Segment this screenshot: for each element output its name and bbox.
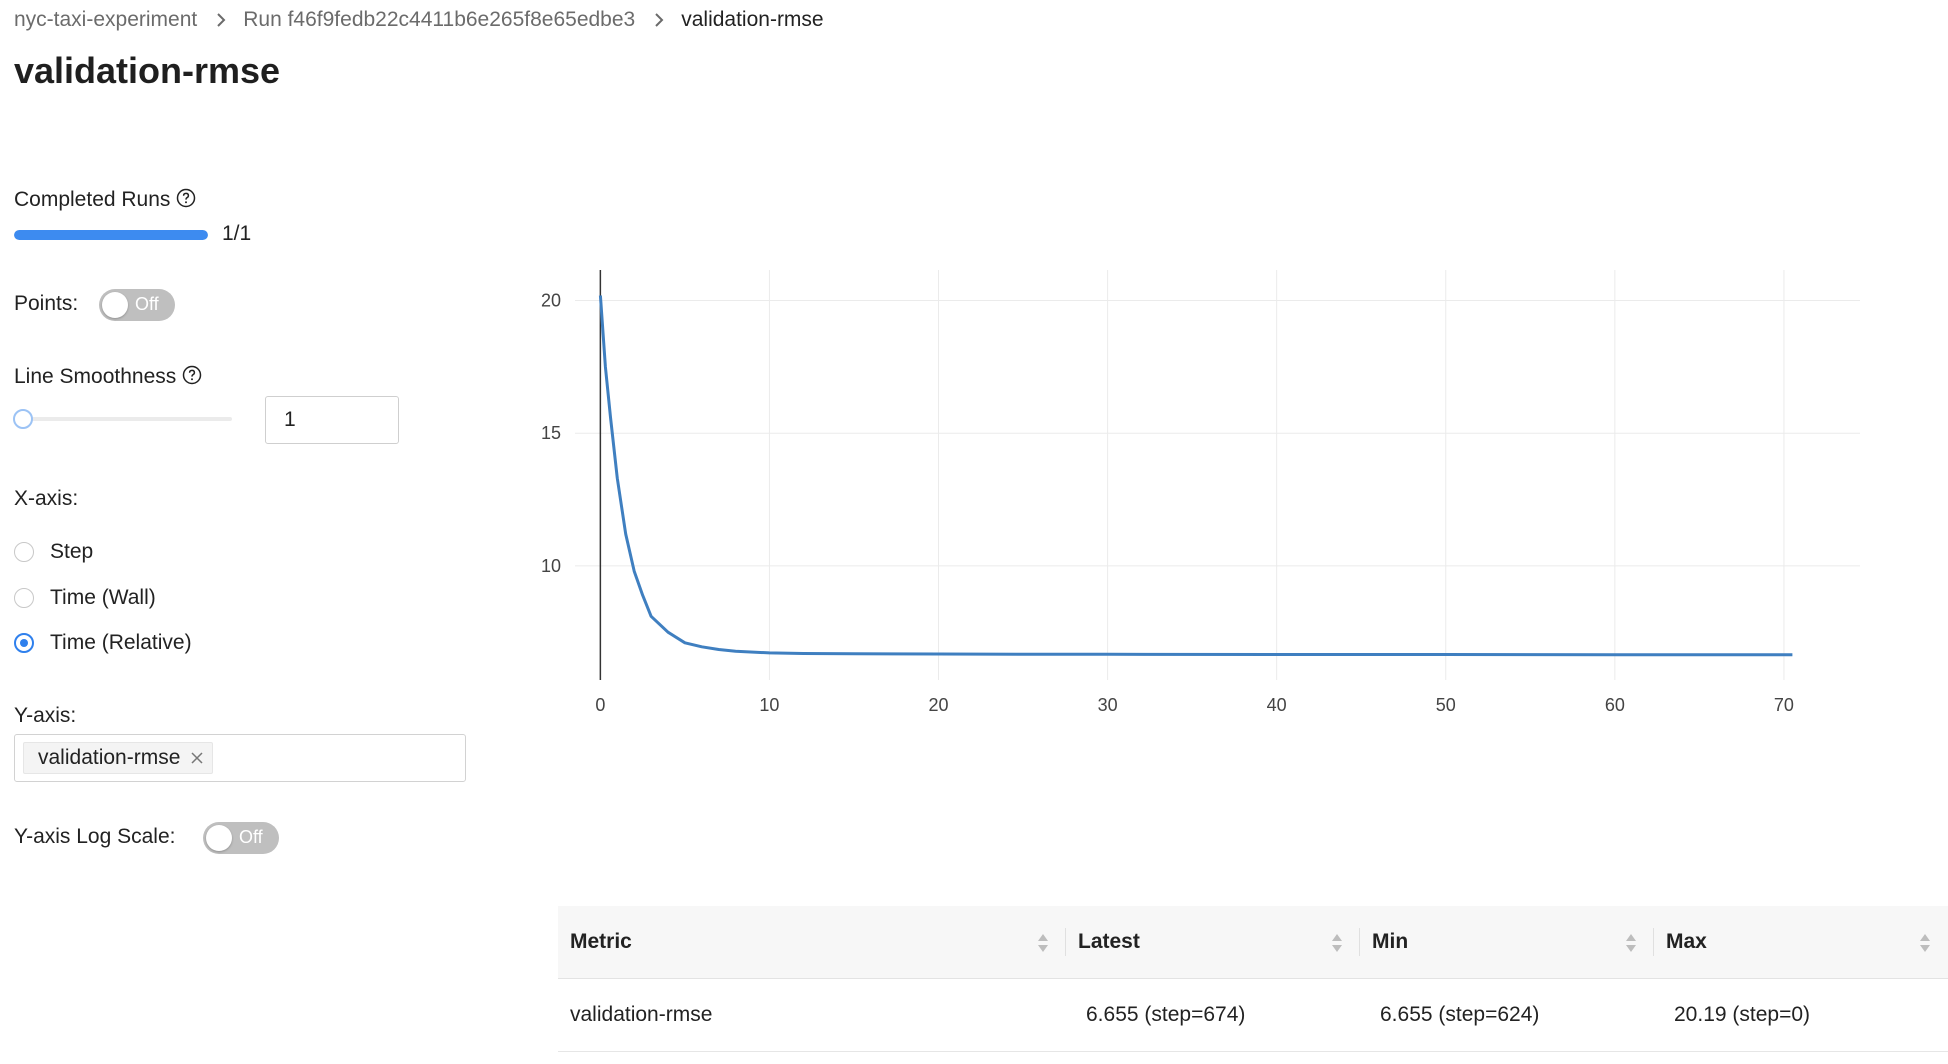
column-header-metric[interactable]: Metric: [558, 906, 1066, 978]
table-cell-metric: validation-rmse: [570, 1003, 713, 1026]
xaxis-option-time-relative[interactable]: Time (Relative): [14, 629, 192, 657]
line-smoothness-label: Line Smoothness: [14, 365, 202, 389]
y-tick-label: 15: [541, 423, 561, 443]
yaxis-metric-select[interactable]: validation-rmse: [14, 734, 466, 782]
table-cell-max: 20.19 (step=0): [1674, 1003, 1811, 1026]
table-cell-latest: 6.655 (step=674): [1086, 1003, 1246, 1026]
sort-icon[interactable]: [1036, 932, 1050, 954]
close-icon[interactable]: [190, 751, 204, 765]
line-smoothness-input[interactable]: [265, 396, 399, 444]
completed-runs-count: 1/1: [222, 222, 252, 245]
x-tick-label: 50: [1436, 695, 1456, 715]
ylog-label: Y-axis Log Scale:: [14, 825, 176, 848]
sort-icon[interactable]: [1330, 932, 1344, 954]
ylog-toggle-state: Off: [239, 827, 263, 847]
chevron-right-icon: [217, 13, 226, 27]
x-tick-label: 10: [759, 695, 779, 715]
line-smoothness-label-text: Line Smoothness: [14, 365, 177, 388]
radio-button[interactable]: [14, 542, 34, 562]
help-circle-icon[interactable]: [182, 365, 202, 385]
toggle-knob: [102, 292, 128, 318]
chevron-right-icon: [655, 13, 664, 27]
table-row: validation-rmse 6.655 (step=674) 6.655 (…: [558, 979, 1948, 1052]
yaxis-metric-tag: validation-rmse: [23, 742, 214, 774]
column-divider: [1653, 928, 1654, 956]
series-line: [598, 295, 1793, 657]
radio-button-selected[interactable]: [14, 633, 34, 653]
column-header-label: Min: [1372, 930, 1409, 953]
help-circle-icon[interactable]: [176, 188, 196, 208]
page-title: validation-rmse: [14, 50, 281, 91]
radio-button[interactable]: [14, 588, 34, 608]
xaxis-option-label: Time (Relative): [50, 631, 192, 654]
breadcrumb-current: validation-rmse: [681, 8, 824, 31]
metrics-table: Metric Latest Min Max validation-rmse 6.…: [558, 906, 1948, 1052]
sort-icon[interactable]: [1624, 932, 1638, 954]
column-header-latest[interactable]: Latest: [1066, 906, 1360, 978]
ylog-toggle[interactable]: Off: [203, 822, 279, 854]
breadcrumb-run-link[interactable]: Run f46f9fedb22c4411b6e265f8e65edbe3: [243, 8, 636, 31]
y-tick-label: 10: [541, 556, 561, 576]
xaxis-option-step[interactable]: Step: [14, 538, 93, 566]
line-smoothness-slider-handle[interactable]: [13, 409, 33, 429]
completed-runs-label: Completed Runs: [14, 188, 196, 212]
column-header-max[interactable]: Max: [1654, 906, 1948, 978]
points-toggle-state: Off: [135, 294, 159, 314]
x-tick-label: 20: [929, 695, 949, 715]
line-smoothness-slider[interactable]: [22, 417, 232, 421]
column-header-min[interactable]: Min: [1360, 906, 1654, 978]
xaxis-option-time-wall[interactable]: Time (Wall): [14, 584, 156, 612]
x-tick-label: 40: [1267, 695, 1287, 715]
points-toggle[interactable]: Off: [99, 289, 175, 321]
x-tick-label: 60: [1605, 695, 1625, 715]
sort-icon[interactable]: [1918, 932, 1932, 954]
xaxis-label: X-axis:: [14, 487, 79, 510]
metric-line-chart: 0 10 20 30 40 50 60 70 10 15 20: [541, 270, 1860, 715]
x-tick-label: 0: [595, 695, 605, 715]
xaxis-option-label: Time (Wall): [50, 586, 156, 609]
x-tick-label: 70: [1774, 695, 1794, 715]
yaxis-label: Y-axis:: [14, 704, 77, 727]
breadcrumb: nyc-taxi-experiment Run f46f9fedb22c4411…: [14, 8, 824, 32]
column-header-label: Latest: [1078, 930, 1140, 953]
toggle-knob: [206, 825, 232, 851]
points-label: Points:: [14, 292, 79, 315]
column-divider: [1359, 928, 1360, 956]
y-tick-label: 20: [541, 291, 561, 311]
yaxis-metric-tag-label: validation-rmse: [38, 746, 181, 769]
completed-runs-progress: [14, 230, 208, 240]
table-header: Metric Latest Min Max: [558, 906, 1948, 979]
table-cell-min: 6.655 (step=624): [1380, 1003, 1540, 1026]
column-divider: [1065, 928, 1066, 956]
column-header-label: Max: [1666, 930, 1707, 953]
completed-runs-progress-fill: [14, 230, 208, 240]
xaxis-option-label: Step: [50, 540, 94, 563]
column-header-label: Metric: [570, 930, 632, 953]
breadcrumb-experiment-link[interactable]: nyc-taxi-experiment: [14, 8, 198, 31]
completed-runs-label-text: Completed Runs: [14, 188, 171, 211]
x-tick-label: 30: [1098, 695, 1118, 715]
